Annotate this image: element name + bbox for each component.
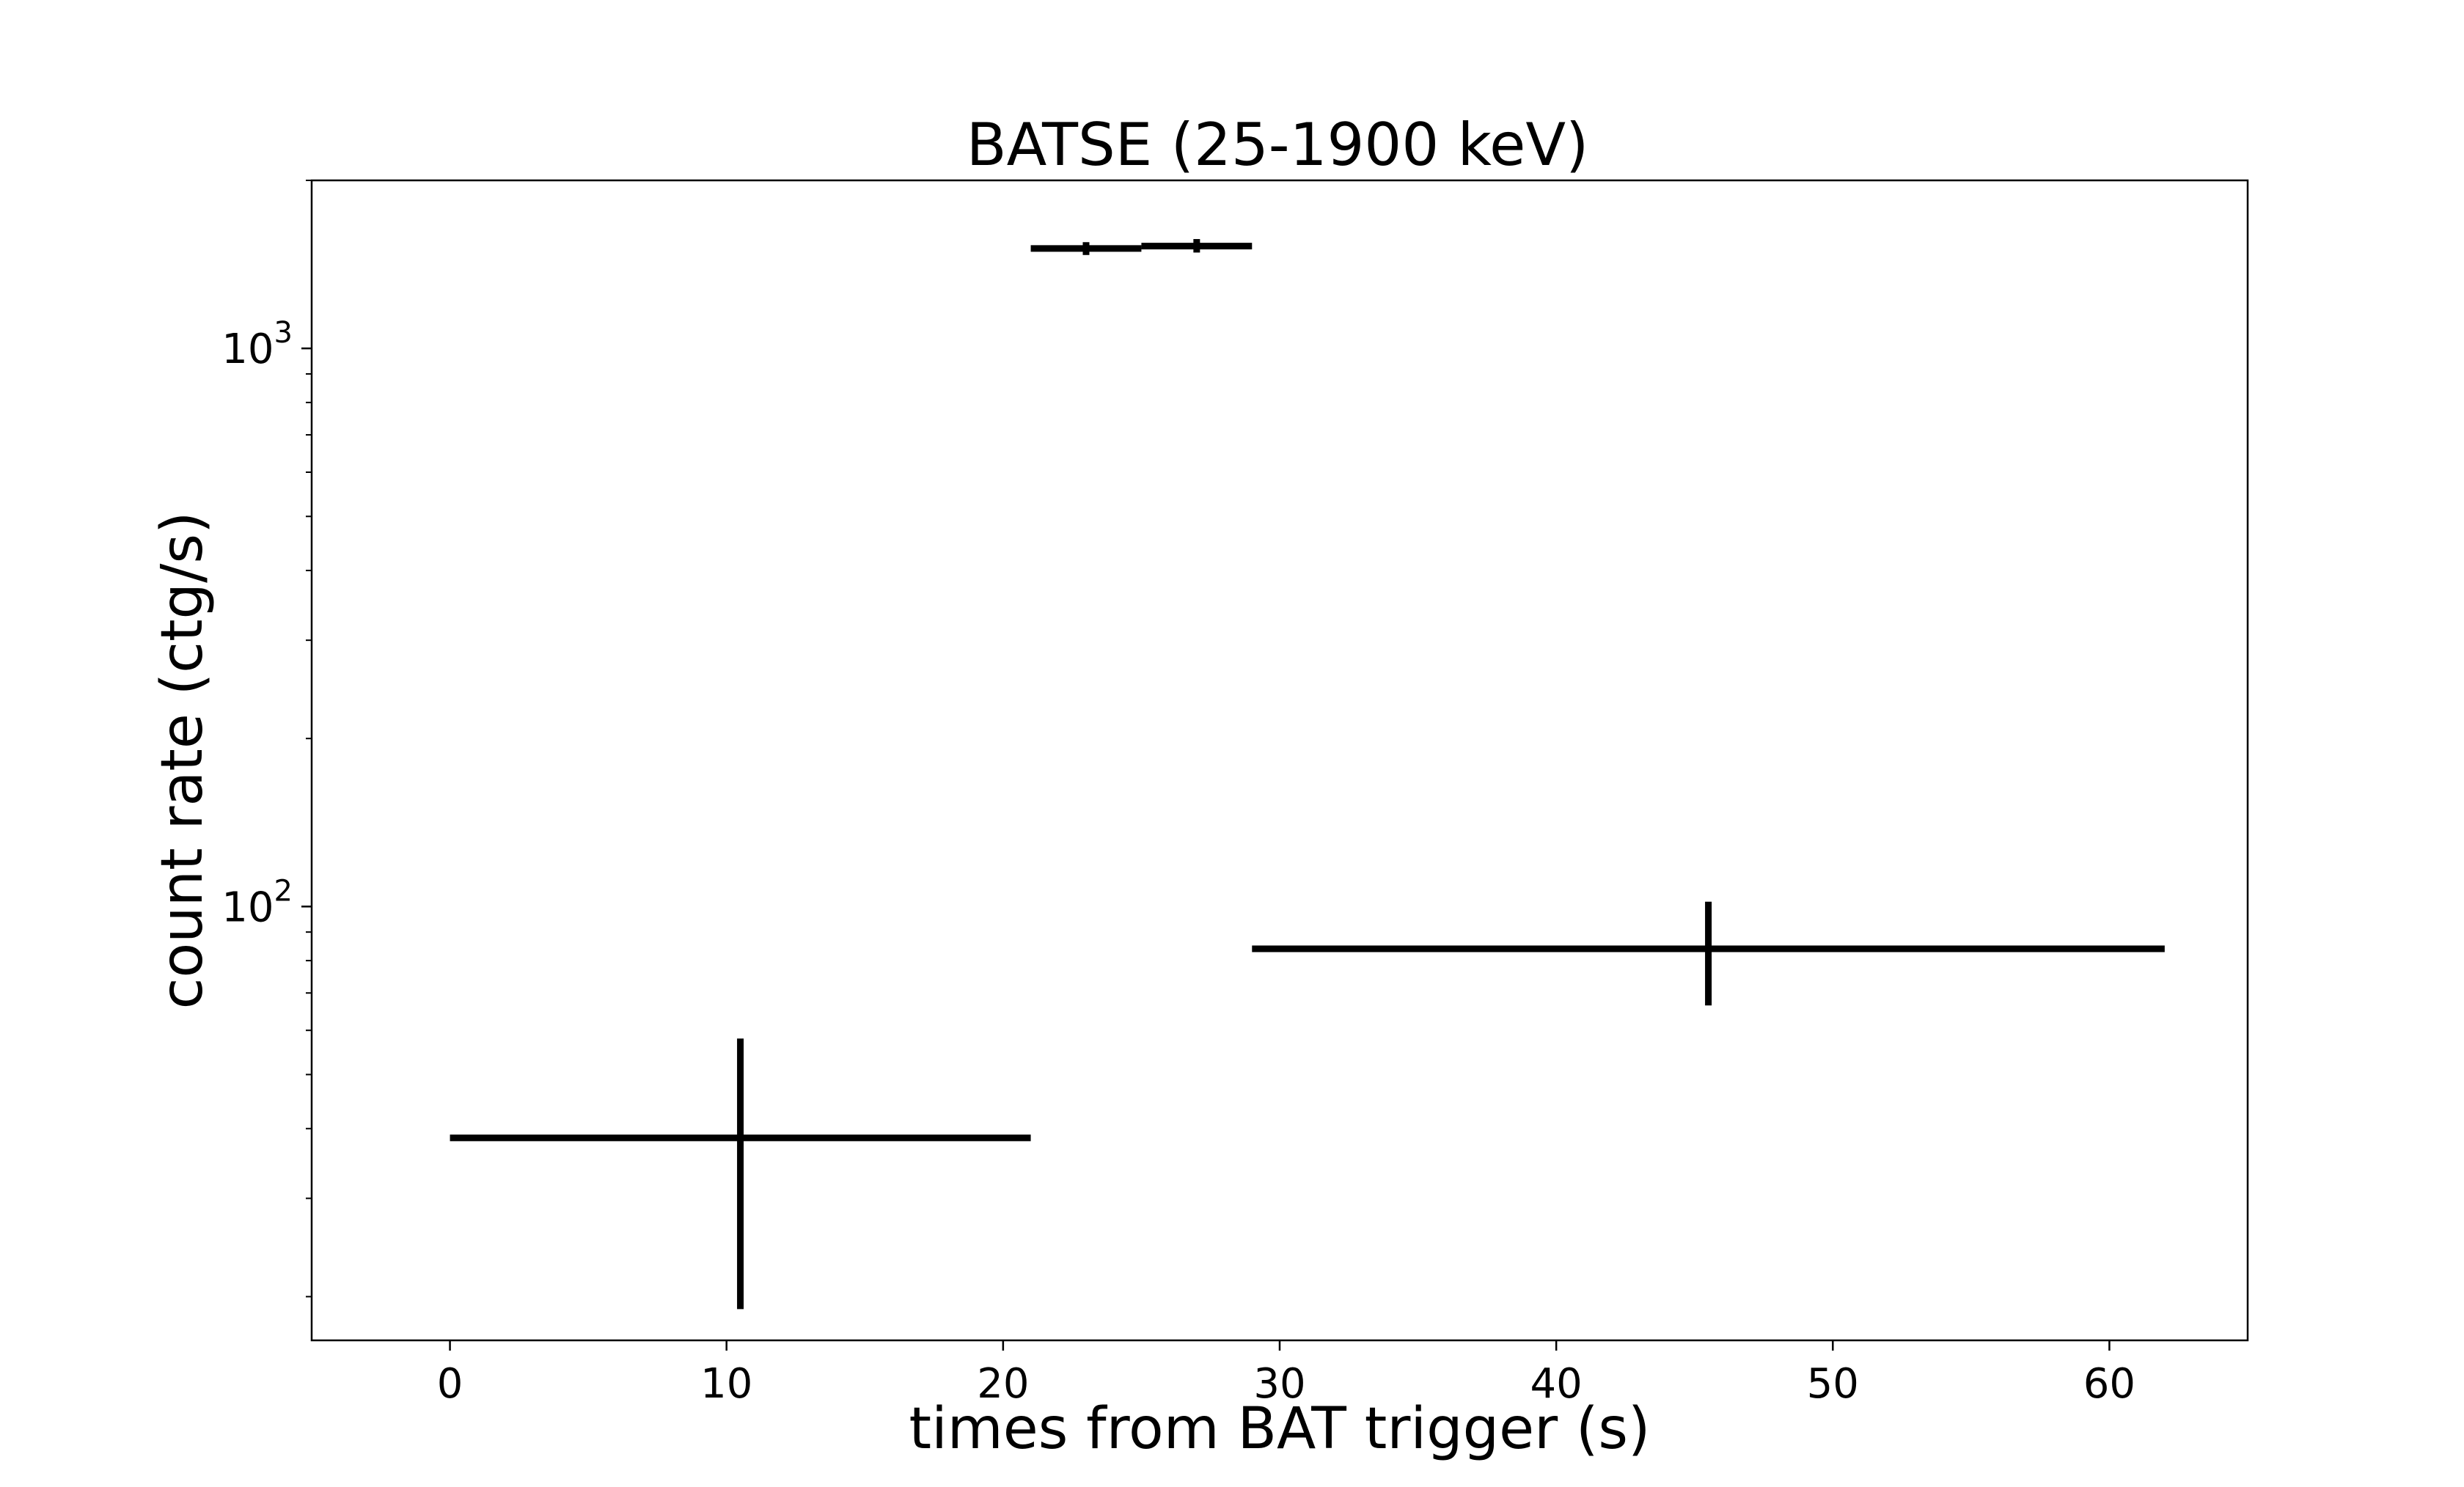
- y-axis-label: count rate (ctg/s): [150, 512, 216, 1010]
- x-tick-label: 30: [1253, 1360, 1305, 1408]
- x-tick-label: 60: [2083, 1360, 2135, 1408]
- x-tick-label: 40: [1530, 1360, 1583, 1408]
- x-tick-label: 10: [700, 1360, 752, 1408]
- chart-title: BATSE (25-1900 keV): [967, 111, 1589, 179]
- x-axis-ticks: 0 10 20 30 40 50 60: [437, 1340, 2135, 1408]
- x-axis-label: times from BAT trigger (s): [909, 1396, 1651, 1462]
- data-series: [450, 239, 2165, 1310]
- x-tick-label: 0: [437, 1360, 463, 1408]
- x-tick-label: 50: [1807, 1360, 1859, 1408]
- y-tick-exponent: 2: [274, 874, 293, 908]
- x-tick-label: 20: [977, 1360, 1029, 1408]
- y-tick-exponent: 3: [274, 316, 293, 350]
